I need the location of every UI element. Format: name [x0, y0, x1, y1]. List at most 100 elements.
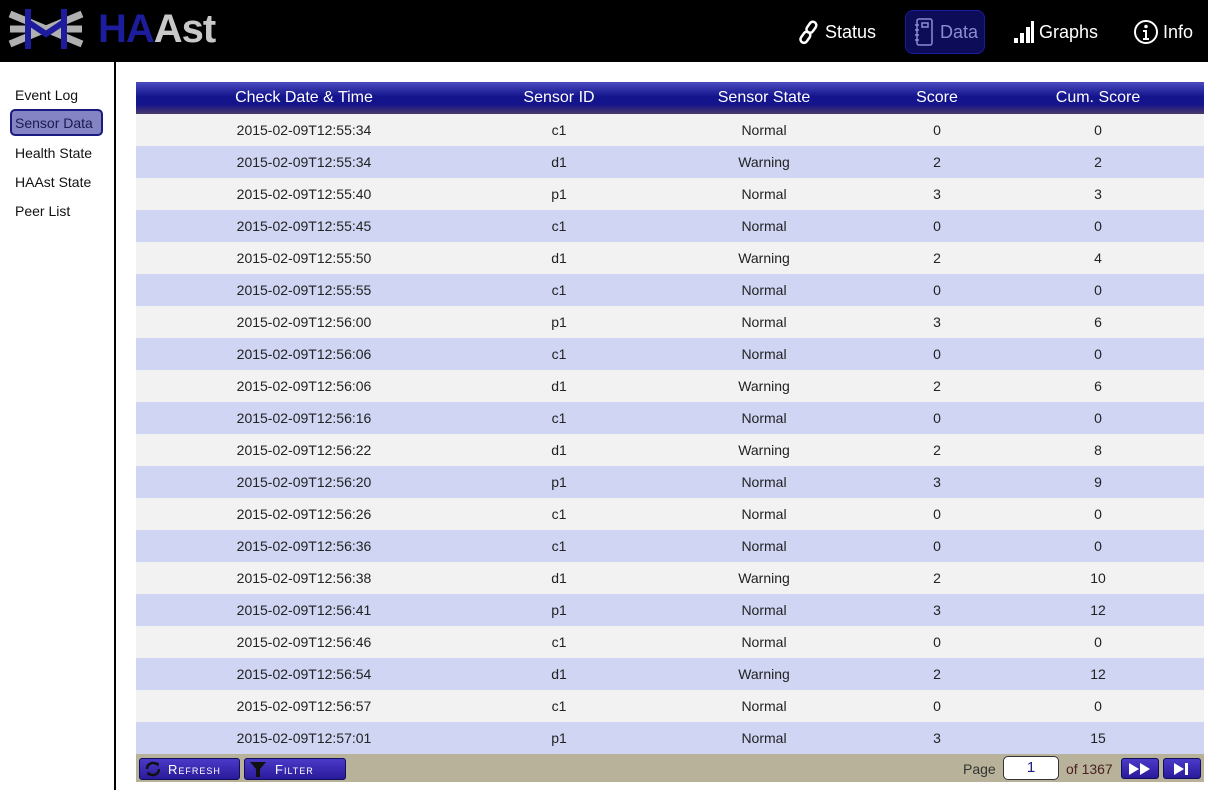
table-row[interactable]: 2015-02-09T12:55:50 d1 Warning 2 4: [136, 242, 1204, 274]
cell-check-date: 2015-02-09T12:56:46: [236, 634, 372, 650]
table-row[interactable]: 2015-02-09T12:56:26 c1 Normal 0 0: [136, 498, 1204, 530]
table-row[interactable]: 2015-02-09T12:56:22 d1 Warning 2 8: [136, 434, 1204, 466]
bar-signal-icon: [1014, 21, 1034, 43]
table-row[interactable]: 2015-02-09T12:56:06 d1 Warning 2 6: [136, 370, 1204, 402]
cell-cum-score: 10: [1090, 570, 1106, 586]
column-header-cum-score[interactable]: Cum. Score: [1055, 89, 1141, 106]
cell-cum-score: 12: [1090, 602, 1106, 618]
cell-check-date: 2015-02-09T12:56:06: [236, 346, 372, 362]
cell-sensor-state: Normal: [741, 474, 787, 490]
notebook-icon: [915, 18, 933, 46]
filter-icon: [250, 762, 266, 777]
column-header-sensor-id[interactable]: Sensor ID: [523, 89, 595, 106]
table-row[interactable]: 2015-02-09T12:56:06 c1 Normal 0 0: [136, 338, 1204, 370]
cell-sensor-id: c1: [551, 410, 567, 426]
cell-sensor-id: c1: [551, 538, 567, 554]
column-header-check-date[interactable]: Check Date & Time: [235, 89, 373, 106]
nav-info[interactable]: Info: [1127, 10, 1199, 54]
table-footer: Refresh Filter Page 1 of 1367: [136, 754, 1204, 782]
table-row[interactable]: 2015-02-09T12:56:38 d1 Warning 2 10: [136, 562, 1204, 594]
cell-check-date: 2015-02-09T12:56:36: [236, 538, 372, 554]
cell-score: 0: [933, 506, 941, 522]
table-row[interactable]: 2015-02-09T12:56:46 c1 Normal 0 0: [136, 626, 1204, 658]
sidebar-item-sensor-data[interactable]: Sensor Data: [10, 109, 103, 136]
cell-check-date: 2015-02-09T12:56:00: [236, 314, 372, 330]
filter-button[interactable]: Filter: [244, 758, 346, 780]
column-header-sensor-state[interactable]: Sensor State: [717, 89, 811, 106]
page-label: Page: [963, 761, 996, 777]
cell-score: 3: [933, 602, 941, 618]
logo-emblem-icon: [8, 9, 84, 49]
cell-score: 2: [933, 666, 941, 682]
nav-data[interactable]: Data: [905, 10, 986, 54]
last-page-button[interactable]: [1163, 758, 1201, 779]
table-row[interactable]: 2015-02-09T12:55:34 d1 Warning 2 2: [136, 146, 1204, 178]
refresh-button[interactable]: Refresh: [139, 758, 240, 780]
cell-sensor-state: Warning: [738, 154, 790, 170]
table-row[interactable]: 2015-02-09T12:56:41 p1 Normal 3 12: [136, 594, 1204, 626]
cell-score: 0: [933, 410, 941, 426]
cell-score: 2: [933, 250, 941, 266]
sidebar-item-haast-state[interactable]: HAAst State: [15, 174, 92, 190]
table-row[interactable]: 2015-02-09T12:55:45 c1 Normal 0 0: [136, 210, 1204, 242]
cell-cum-score: 6: [1094, 378, 1102, 394]
table-row[interactable]: 2015-02-09T12:56:36 c1 Normal 0 0: [136, 530, 1204, 562]
cell-check-date: 2015-02-09T12:56:57: [236, 698, 372, 714]
logo-text: HAAst: [98, 6, 216, 51]
cell-sensor-id: c1: [551, 634, 567, 650]
column-header-score[interactable]: Score: [916, 89, 958, 106]
cell-sensor-state: Warning: [738, 378, 790, 394]
nav-status[interactable]: Status: [791, 10, 882, 54]
cell-score: 0: [933, 346, 941, 362]
table-row[interactable]: 2015-02-09T12:56:20 p1 Normal 3 9: [136, 466, 1204, 498]
table-row[interactable]: 2015-02-09T12:55:40 p1 Normal 3 3: [136, 178, 1204, 210]
link-icon: [799, 20, 818, 45]
sidebar-item-event-log[interactable]: Event Log: [15, 87, 79, 103]
table-row[interactable]: 2015-02-09T12:56:16 c1 Normal 0 0: [136, 402, 1204, 434]
cell-score: 3: [933, 474, 941, 490]
cell-check-date: 2015-02-09T12:55:50: [236, 250, 372, 266]
skip-to-end-icon: [1174, 762, 1188, 775]
cell-cum-score: 4: [1094, 250, 1102, 266]
cell-check-date: 2015-02-09T12:56:06: [236, 378, 372, 394]
cell-sensor-id: p1: [551, 730, 567, 746]
cell-sensor-id: d1: [551, 442, 567, 458]
table-row[interactable]: 2015-02-09T12:56:00 p1 Normal 3 6: [136, 306, 1204, 338]
cell-sensor-id: d1: [551, 154, 567, 170]
nav-graphs[interactable]: Graphs: [1007, 10, 1104, 54]
table-row[interactable]: 2015-02-09T12:55:55 c1 Normal 0 0: [136, 274, 1204, 306]
sidebar-item-peer-list[interactable]: Peer List: [15, 203, 71, 219]
cell-cum-score: 2: [1094, 154, 1102, 170]
page-number-input[interactable]: 1: [1003, 756, 1059, 780]
cell-sensor-id: d1: [551, 666, 567, 682]
cell-sensor-state: Warning: [738, 570, 790, 586]
cell-sensor-state: Normal: [741, 538, 787, 554]
cell-score: 2: [933, 378, 941, 394]
cell-cum-score: 12: [1090, 666, 1106, 682]
cell-cum-score: 0: [1094, 634, 1102, 650]
cell-score: 0: [933, 634, 941, 650]
cell-cum-score: 0: [1094, 122, 1102, 138]
cell-cum-score: 15: [1090, 730, 1106, 746]
cell-sensor-id: c1: [551, 506, 567, 522]
cell-score: 0: [933, 698, 941, 714]
cell-sensor-state: Normal: [741, 186, 787, 202]
cell-sensor-id: c1: [551, 282, 567, 298]
cell-cum-score: 9: [1094, 474, 1102, 490]
cell-sensor-id: p1: [551, 186, 567, 202]
next-page-button[interactable]: [1121, 758, 1159, 779]
table-row[interactable]: 2015-02-09T12:56:57 c1 Normal 0 0: [136, 690, 1204, 722]
cell-sensor-id: p1: [551, 474, 567, 490]
cell-score: 2: [933, 570, 941, 586]
table-row[interactable]: 2015-02-09T12:57:01 p1 Normal 3 15: [136, 722, 1204, 754]
table-row[interactable]: 2015-02-09T12:55:34 c1 Normal 0 0: [136, 114, 1204, 146]
cell-score: 2: [933, 442, 941, 458]
cell-check-date: 2015-02-09T12:56:22: [236, 442, 372, 458]
cell-cum-score: 0: [1094, 346, 1102, 362]
cell-score: 2: [933, 154, 941, 170]
cell-sensor-state: Normal: [741, 410, 787, 426]
cell-sensor-id: c1: [551, 698, 567, 714]
sidebar-item-health-state[interactable]: Health State: [15, 145, 93, 161]
table-row[interactable]: 2015-02-09T12:56:54 d1 Warning 2 12: [136, 658, 1204, 690]
refresh-icon: [145, 761, 161, 777]
